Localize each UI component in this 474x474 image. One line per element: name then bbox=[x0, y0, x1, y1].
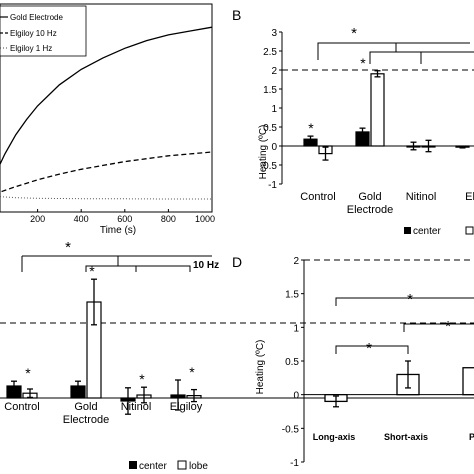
panel-b-legend: center bbox=[404, 226, 474, 237]
y-tick-label: -0.5 bbox=[260, 161, 278, 172]
panel-d-plot: -1 -0.5 0 0.5 1 1.5 2 Long-axis Short-axis Perpe *… bbox=[282, 256, 474, 469]
significance-star: * bbox=[407, 291, 413, 308]
category-label: El bbox=[465, 191, 474, 203]
category-label: Perpe bbox=[469, 432, 474, 442]
legend-entry: Elgiloy 10 Hz bbox=[10, 29, 57, 38]
y-tick-label: 0.5 bbox=[263, 123, 277, 134]
y-tick-label: 1 bbox=[293, 323, 299, 334]
x-tick-label: 600 bbox=[117, 214, 132, 224]
panel-c-threshold-label: 10 Hz bbox=[193, 260, 219, 271]
panel-c-legend: center lobe bbox=[129, 460, 208, 472]
y-tick-label: 0 bbox=[271, 142, 277, 153]
category-label: Gold bbox=[74, 401, 97, 413]
series-line bbox=[0, 196, 212, 200]
category-label: Gold bbox=[358, 191, 381, 203]
legend-entry: center bbox=[413, 226, 441, 237]
panel-a-x-axis: 200 400 600 800 1000 bbox=[30, 209, 215, 224]
panel-d-bar-chart: D Heating (ºC) -1 -0.5 0 0.5 1 1.5 2 Long-axis S… bbox=[232, 254, 474, 469]
legend-entry: lobe bbox=[189, 461, 208, 472]
y-tick-label: -0.5 bbox=[282, 424, 300, 435]
series-line bbox=[0, 26, 213, 166]
significance-star: * bbox=[65, 239, 71, 256]
panel-a-plot-frame bbox=[0, 3, 213, 213]
significance-star: * bbox=[351, 25, 357, 42]
bar bbox=[462, 367, 474, 396]
y-tick-label: 3 bbox=[271, 28, 277, 39]
legend-entry: Gold Electrode bbox=[10, 13, 63, 22]
y-tick-label: -1 bbox=[290, 458, 299, 469]
legend-swatch-lobe bbox=[177, 460, 187, 470]
panel-b-y-axis-label: Heating (ºC) bbox=[258, 125, 269, 180]
significance-bracket bbox=[369, 51, 474, 64]
panel-a-series bbox=[0, 26, 213, 200]
legend-entry: center bbox=[139, 461, 167, 472]
panel-b-letter: B bbox=[232, 7, 241, 23]
y-tick-label: 2.5 bbox=[263, 47, 277, 58]
legend-box bbox=[0, 5, 87, 57]
category-label: Nitinol bbox=[121, 401, 152, 413]
y-tick-label: 2 bbox=[271, 66, 277, 77]
y-tick-label: 2 bbox=[293, 256, 299, 267]
panel-d-y-axis-label: Heating (ºC) bbox=[255, 340, 266, 395]
bar-lobe bbox=[370, 73, 385, 147]
significance-bracket bbox=[317, 42, 470, 60]
significance-star: * bbox=[25, 365, 31, 381]
y-tick-label: 1 bbox=[271, 104, 277, 115]
significance-star: * bbox=[308, 120, 314, 136]
series-line bbox=[0, 151, 213, 193]
panel-d-letter: D bbox=[232, 254, 242, 270]
category-label: Nitinol bbox=[406, 191, 437, 203]
category-label: Short-axis bbox=[384, 432, 428, 442]
panel-b-bar-chart: B Heating (ºC) -1 -0.5 0 0.5 1 1.5 2 2.5 3 Contro… bbox=[232, 7, 474, 237]
legend-swatch-center bbox=[129, 461, 137, 469]
category-label: Long-axis bbox=[313, 432, 356, 442]
significance-bracket bbox=[335, 297, 474, 306]
panel-a-legend: Gold Electrode Elgiloy 10 Hz Elgiloy 1 H… bbox=[0, 5, 87, 57]
legend-entry: Elgiloy 1 Hz bbox=[10, 44, 52, 53]
y-tick-label: 0.5 bbox=[285, 357, 299, 368]
significance-bracket bbox=[403, 323, 474, 332]
y-tick-label: -1 bbox=[268, 180, 277, 191]
legend-swatch-center bbox=[404, 227, 411, 234]
y-tick-label: 1.5 bbox=[285, 290, 299, 301]
x-tick-label: 1000 bbox=[195, 214, 215, 224]
significance-bracket bbox=[335, 345, 409, 354]
x-tick-label: 400 bbox=[74, 214, 89, 224]
significance-bracket bbox=[85, 265, 191, 272]
x-tick-label: 200 bbox=[30, 214, 45, 224]
category-label: Elgiloy bbox=[170, 401, 203, 413]
panel-a-x-axis-label: Time (s) bbox=[100, 225, 136, 236]
significance-star: * bbox=[360, 55, 366, 71]
category-label: Electrode bbox=[347, 204, 393, 216]
y-tick-label: 0 bbox=[293, 391, 299, 402]
category-label: Control bbox=[300, 191, 335, 203]
category-label: Control bbox=[4, 401, 39, 413]
legend-swatch-lobe bbox=[465, 226, 474, 235]
panel-a-line-chart: 200 400 600 800 1000 Time (s) Gold Electrode… bbox=[0, 3, 215, 236]
x-tick-label: 800 bbox=[161, 214, 176, 224]
significance-star: * bbox=[366, 340, 372, 357]
significance-star: * bbox=[139, 371, 145, 387]
significance-star: * bbox=[189, 364, 195, 380]
category-label: Electrode bbox=[63, 414, 109, 426]
significance-star: * bbox=[445, 318, 451, 335]
significance-star: * bbox=[89, 263, 95, 279]
y-tick-label: 1.5 bbox=[263, 85, 277, 96]
